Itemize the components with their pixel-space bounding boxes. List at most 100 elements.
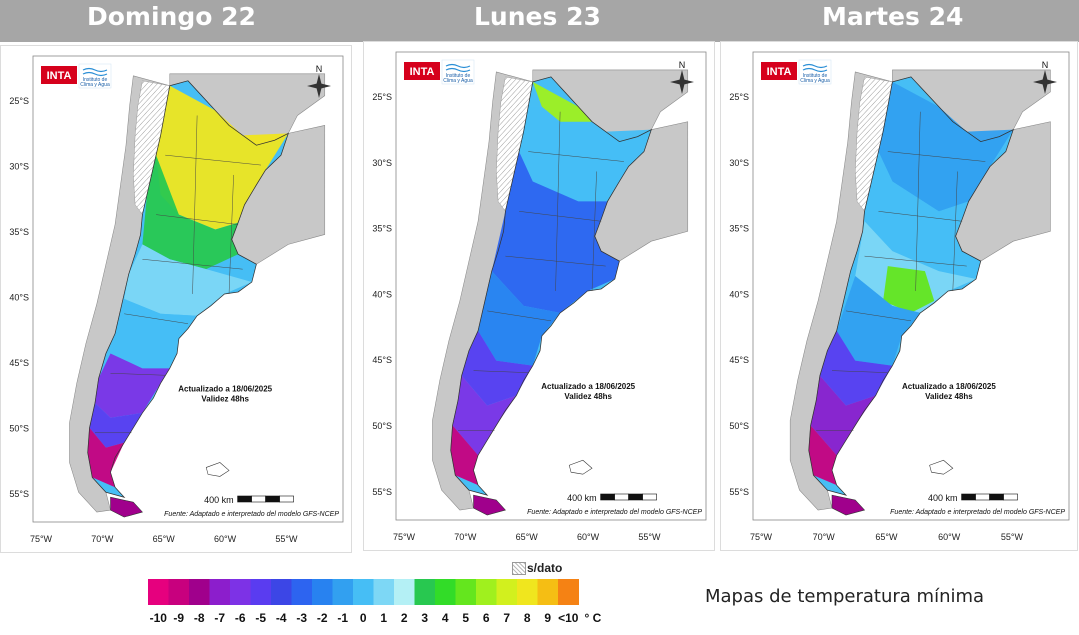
legend-swatch bbox=[373, 579, 395, 605]
legend-swatch bbox=[455, 579, 477, 605]
scale-bar-segment bbox=[642, 493, 657, 501]
scale-bar-segment bbox=[975, 493, 990, 501]
temperature-region bbox=[478, 271, 561, 366]
institute-line2: Clima y Agua bbox=[80, 82, 110, 88]
temperature-region bbox=[89, 403, 143, 448]
inta-logo bbox=[404, 62, 440, 80]
legend-tick-label: 8 bbox=[524, 611, 531, 625]
province-border bbox=[192, 115, 198, 294]
latitude-label: 35°S bbox=[372, 224, 392, 234]
legend-swatch bbox=[250, 579, 272, 605]
province-border bbox=[591, 171, 597, 291]
latitude-label: 35°S bbox=[729, 224, 749, 234]
legend-swatch bbox=[148, 579, 169, 605]
legend-swatch bbox=[517, 579, 538, 605]
source-label: Fuente: Adaptado e interpretado del mode… bbox=[890, 509, 1065, 516]
temperature-region bbox=[819, 330, 893, 406]
institute-line2: Clima y Agua bbox=[800, 78, 830, 84]
latitude-label: 30°S bbox=[372, 158, 392, 168]
no-data-label: s/dato bbox=[527, 561, 563, 575]
longitude-label: 75°W bbox=[30, 534, 53, 544]
temperature-region bbox=[452, 375, 517, 456]
longitude-label: 60°W bbox=[938, 532, 961, 542]
latitude-label: 30°S bbox=[729, 158, 749, 168]
scale-bar-segment bbox=[279, 495, 294, 503]
legend-swatch bbox=[189, 579, 210, 605]
legend-swatch bbox=[394, 579, 415, 605]
legend-tick-label: 4 bbox=[442, 611, 449, 625]
day-title-monday: Lunes 23 bbox=[474, 2, 601, 31]
north-arrow-icon bbox=[307, 74, 331, 98]
legend-tick-label: 3 bbox=[421, 611, 428, 625]
legend-caption: Mapas de temperatura mínima bbox=[705, 586, 985, 607]
institute-line1: Instituto de bbox=[83, 77, 108, 83]
province-border bbox=[887, 151, 986, 162]
legend-swatch bbox=[168, 579, 190, 605]
province-border bbox=[228, 174, 234, 294]
province-border bbox=[528, 151, 624, 162]
province-border bbox=[487, 310, 552, 322]
source-label: Fuente: Adaptado e interpretado del mode… bbox=[527, 509, 702, 516]
legend-tick-label: 9 bbox=[544, 611, 551, 625]
temperature-region bbox=[864, 151, 981, 280]
province-border bbox=[915, 111, 921, 291]
wave-icon bbox=[445, 63, 471, 73]
legend-swatch bbox=[332, 579, 354, 605]
scale-bar-segment bbox=[628, 493, 643, 501]
legend-tick-label: -5 bbox=[255, 611, 266, 625]
legend-unit: ° C bbox=[585, 611, 602, 625]
temperature-region bbox=[461, 330, 533, 406]
north-label: N bbox=[679, 60, 686, 70]
scale-bar-segment bbox=[251, 495, 266, 503]
temperature-region bbox=[808, 425, 837, 486]
temperature-region bbox=[491, 151, 620, 313]
north-arrow-icon bbox=[1033, 70, 1057, 94]
legend-swatch bbox=[558, 579, 579, 605]
longitude-label: 55°W bbox=[638, 532, 661, 542]
province-border bbox=[864, 255, 967, 267]
map-geography bbox=[69, 73, 326, 518]
province-border bbox=[473, 370, 529, 373]
malvinas-islands bbox=[929, 459, 954, 475]
legend-tick-label: -9 bbox=[173, 611, 184, 625]
scale-bar-segment bbox=[265, 495, 280, 503]
institute-logo bbox=[78, 63, 112, 89]
province-border bbox=[952, 171, 958, 291]
province-border bbox=[878, 211, 963, 222]
temperature-region bbox=[810, 375, 876, 456]
legend-swatch bbox=[209, 579, 231, 605]
scale-label: 400 km bbox=[567, 493, 597, 503]
temperature-map-tuesday: 25°S 30°S 35°S 40°S 45°S 50°S 55°S 75°W 70°W 65°W… bbox=[729, 51, 1070, 542]
latitude-label: 55°S bbox=[729, 487, 749, 497]
legend-tick-label: 0 bbox=[360, 611, 367, 625]
legend-swatch bbox=[230, 579, 251, 605]
scale-bar-segment bbox=[989, 493, 1004, 501]
latitude-label: 45°S bbox=[729, 355, 749, 365]
latitude-label: 25°S bbox=[9, 96, 29, 106]
institute-line1: Instituto de bbox=[803, 73, 828, 79]
validity-label: Validez 48hs bbox=[564, 392, 612, 401]
map-geography bbox=[432, 69, 689, 516]
legend-swatch bbox=[537, 579, 559, 605]
scale-bar-segment bbox=[237, 495, 252, 503]
scale-bar-segment bbox=[1003, 493, 1018, 501]
longitude-label: 65°W bbox=[153, 534, 176, 544]
validity-label: Validez 48hs bbox=[925, 392, 973, 401]
argentina-outline bbox=[87, 80, 289, 498]
province-border bbox=[519, 211, 602, 222]
inta-logo bbox=[761, 62, 797, 80]
scale-label: 400 km bbox=[204, 495, 234, 505]
legend-tick-label: -4 bbox=[276, 611, 287, 625]
temperature-region bbox=[95, 353, 170, 418]
scale-label: 400 km bbox=[928, 493, 958, 503]
temperature-region bbox=[519, 106, 652, 202]
malvinas-islands bbox=[205, 462, 230, 477]
validity-label: Validez 48hs bbox=[201, 395, 249, 404]
province-border bbox=[505, 255, 606, 267]
longitude-label: 65°W bbox=[875, 532, 898, 542]
temperature-legend: -10 -9 -8 -7 -6 -5 -4 -3 -2 -1 0 1 2 3 4 5 6 7 8 9 <10 ° C bbox=[148, 579, 602, 625]
longitude-label: 60°W bbox=[577, 532, 600, 542]
longitude-label: 55°W bbox=[1001, 532, 1024, 542]
province-border bbox=[142, 259, 243, 270]
latitude-label: 50°S bbox=[729, 421, 749, 431]
